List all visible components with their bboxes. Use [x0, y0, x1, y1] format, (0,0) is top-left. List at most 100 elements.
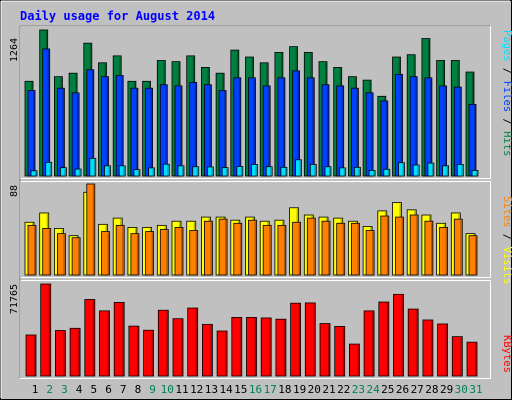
pages-bar-shade [240, 167, 243, 176]
kbytes-bar-shade [313, 303, 315, 376]
sites-bar-shade [166, 230, 168, 275]
sites-bar [203, 220, 213, 276]
files-bar-shade [224, 91, 226, 176]
kbytes-bar [348, 343, 360, 377]
chart-marks [24, 29, 479, 377]
sites-bar [42, 228, 52, 276]
sites-bar-shade [328, 222, 330, 275]
pages-bar [221, 167, 229, 177]
kbytes-bar [40, 283, 52, 377]
kbytes-bar [334, 325, 346, 377]
kbytes-bar-shade [328, 324, 330, 376]
files-bar-shade [121, 76, 123, 176]
x-tick-label: 5 [90, 383, 97, 396]
sites-bar-shade [239, 224, 242, 275]
kbytes-bar-shade [210, 325, 212, 376]
pages-bar [104, 165, 111, 177]
sites-bar [248, 219, 257, 276]
sites-bar [321, 220, 331, 276]
sites-bar-shade [181, 228, 183, 275]
pages-bar-shade [35, 171, 37, 176]
sites-bar [145, 231, 155, 276]
sites-bar-shade [269, 226, 271, 275]
kbytes-bar [290, 302, 302, 377]
kbytes-bar-shade [151, 331, 154, 376]
sites-bar [57, 233, 66, 276]
pages-bar-shade [64, 168, 66, 176]
legend-hits-panel: Pages / Files / Hits [501, 30, 512, 156]
x-tick-label: 18 [278, 383, 291, 396]
sites-bar [336, 222, 346, 276]
sites-bar [365, 230, 375, 276]
sites-bar [101, 231, 110, 276]
kbytes-bar [25, 334, 37, 377]
pages-bar [280, 166, 288, 177]
kbytes-bar [128, 325, 140, 377]
pages-bar [89, 158, 97, 177]
sites-bar-shade [445, 228, 448, 275]
pages-bar [236, 166, 244, 177]
x-tick-label: 29 [440, 383, 453, 396]
x-tick-label: 31 [469, 383, 482, 396]
x-tick-label: 3 [61, 383, 68, 396]
pages-bar [412, 164, 420, 177]
sites-bar-shade [195, 231, 198, 275]
pages-bar [251, 164, 258, 177]
files-bar-shade [194, 83, 197, 176]
sites-bar-shade [254, 221, 256, 275]
sites-bar [439, 227, 449, 276]
chart-title: Daily usage for August 2014 [20, 9, 215, 23]
pages-bar-shade [284, 168, 287, 176]
sites-bar [159, 229, 169, 276]
legend-series-sites: Sites / Visits [501, 196, 512, 285]
pages-bar-shade [314, 165, 316, 176]
kbytes-bar [363, 310, 375, 377]
kbytes-bar [99, 310, 110, 377]
sites-bar-shade [151, 232, 154, 275]
files-bar-shade [47, 49, 50, 176]
pages-bar [309, 164, 317, 177]
files-bar-shade [253, 78, 255, 176]
x-tick-label: 14 [219, 383, 233, 396]
kbytes-bar [143, 329, 155, 377]
kbytes-bar [231, 317, 243, 377]
x-tick-label: 9 [149, 383, 156, 396]
kbytes-bar-shade [92, 300, 95, 376]
pages-bar-shade [329, 167, 331, 176]
kbytes-bar-shade [460, 337, 462, 376]
x-tick-label: 20 [308, 383, 321, 396]
sites-bar-shade [283, 226, 286, 275]
files-bar-shade [371, 93, 373, 176]
sites-bar [71, 237, 81, 276]
kbytes-bar-shade [372, 311, 374, 376]
x-tick-label: 28 [425, 383, 438, 396]
pages-bar [162, 163, 170, 177]
sites-bar-shade [122, 226, 124, 275]
kbytes-bar-shade [122, 303, 124, 376]
pages-bar-shade [387, 170, 390, 176]
x-tick-label: 12 [190, 383, 203, 396]
legend-files: Files [501, 81, 512, 113]
kbytes-bar [304, 302, 316, 377]
sites-bar-shade [475, 236, 477, 275]
pages-bar [192, 166, 200, 177]
kbytes-bar-shade [445, 324, 448, 376]
sites-bar-shade [430, 222, 433, 275]
sites-bar [380, 215, 390, 276]
legend-pages: Pages [501, 30, 512, 62]
hits-axis-max-label: 1264 [9, 38, 20, 62]
kbytes-bar [216, 330, 228, 377]
files-bar-shade [327, 85, 329, 176]
sites-bar-shade [357, 224, 359, 275]
pages-bar [206, 166, 214, 177]
pages-bar-shade [108, 166, 110, 176]
kbytes-bar-shade [63, 331, 65, 376]
pages-bar [353, 166, 361, 177]
sites-bar [292, 221, 302, 276]
pages-bar-shade [211, 167, 213, 176]
pages-bar [368, 170, 376, 177]
sites-bar-shade [298, 223, 301, 275]
sites-bar [130, 233, 140, 276]
sites-bar-shade [136, 234, 139, 275]
